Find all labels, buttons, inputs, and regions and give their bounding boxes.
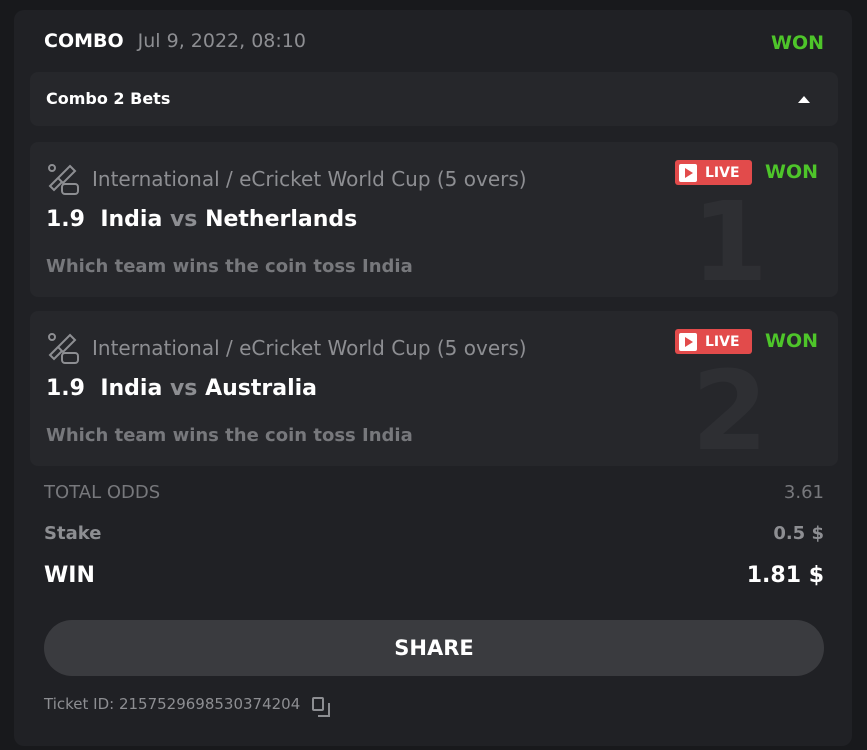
bet-status: WON	[765, 330, 819, 352]
bet-type: COMBO	[44, 30, 124, 52]
win-value: 1.81 $	[746, 563, 824, 588]
bet-status: WON	[765, 161, 819, 183]
bet-date: Jul 9, 2022, 08:10	[137, 30, 306, 52]
win-row: WIN 1.81 $	[44, 563, 824, 588]
bet-category: International / eCricket World Cup (5 ov…	[92, 336, 527, 360]
ticket-header: COMBO Jul 9, 2022, 08:10	[44, 30, 306, 52]
ticket-id: Ticket ID: 2157529698530374204	[44, 695, 301, 713]
stake-label: Stake	[44, 523, 102, 544]
copy-icon[interactable]	[312, 697, 331, 717]
bet-odds: 1.9	[46, 207, 85, 232]
stake-row: Stake 0.5 $	[44, 523, 824, 544]
team1: India	[100, 376, 163, 401]
bet-index: 2	[691, 347, 768, 466]
live-label: LIVE	[705, 164, 740, 181]
live-badge: LIVE	[675, 329, 752, 354]
ecricket-icon	[48, 164, 79, 195]
combo-accordion[interactable]: Combo 2 Bets	[30, 72, 838, 126]
ecricket-icon	[48, 333, 79, 364]
total-odds-label: TOTAL ODDS	[44, 482, 161, 503]
bet-match: 1.9 India vs Australia	[46, 375, 317, 403]
live-badge: LIVE	[675, 160, 752, 185]
ticket-id-row: Ticket ID: 2157529698530374204	[44, 695, 331, 717]
vs: vs	[169, 207, 198, 232]
play-icon	[679, 163, 697, 182]
stake-value: 0.5 $	[773, 523, 824, 544]
accordion-title: Combo 2 Bets	[46, 89, 171, 108]
bet-item: 1 International / eCricket World Cup (5 …	[30, 142, 838, 297]
live-label: LIVE	[705, 333, 740, 350]
win-label: WIN	[44, 563, 95, 588]
vs: vs	[169, 376, 198, 401]
bet-category: International / eCricket World Cup (5 ov…	[92, 167, 527, 191]
share-button[interactable]: SHARE	[44, 620, 824, 676]
bet-selection: Which team wins the coin toss India	[46, 425, 413, 446]
team2: Australia	[205, 376, 318, 401]
bet-index: 1	[691, 178, 768, 297]
bet-match: 1.9 India vs Netherlands	[46, 206, 357, 234]
bet-ticket-card: COMBO Jul 9, 2022, 08:10 WON Combo 2 Bet…	[14, 10, 852, 746]
caret-up-icon[interactable]	[798, 96, 810, 103]
bet-odds: 1.9	[46, 376, 85, 401]
team2: Netherlands	[205, 207, 358, 232]
bet-selection: Which team wins the coin toss India	[46, 256, 413, 277]
status-badge: WON	[770, 32, 824, 54]
play-icon	[679, 332, 697, 351]
total-odds-row: TOTAL ODDS 3.61	[44, 482, 824, 503]
total-odds-value: 3.61	[783, 482, 824, 503]
bet-item: 2 International / eCricket World Cup (5 …	[30, 311, 838, 466]
team1: India	[100, 207, 163, 232]
